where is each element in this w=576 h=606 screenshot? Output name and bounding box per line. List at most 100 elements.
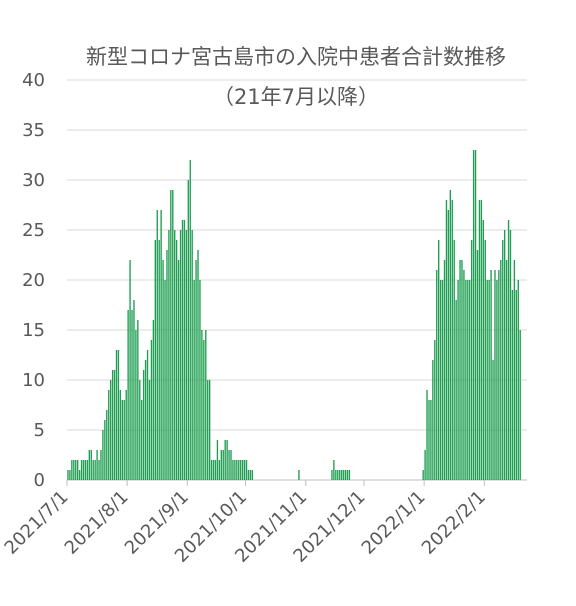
bar [98,460,100,480]
bar [455,300,457,480]
y-axis-tick-labels: 0 5 10 15 20 25 30 35 40 [22,70,45,491]
bar [135,330,137,480]
bar [439,280,442,480]
bar [113,370,116,480]
bar [102,430,104,480]
bar [78,470,81,480]
bar [245,460,248,480]
x-tick-label: 2022/2/1 [418,487,490,559]
bar [234,460,236,480]
y-tick-label: 35 [22,120,45,141]
bar [172,190,174,480]
bar [471,240,473,480]
bar [181,220,184,480]
bar [205,330,207,480]
bar [139,380,141,480]
bar [154,240,156,480]
bar [158,240,160,480]
bar [484,240,486,480]
bar [504,230,506,480]
bar [199,280,201,480]
bar [115,350,118,480]
bar [348,470,351,480]
bar [447,210,450,480]
x-tick-label: 2022/1/1 [358,487,430,559]
bar [434,340,436,480]
bar [222,450,224,480]
bar [463,270,465,480]
bar [461,260,463,480]
bar [127,310,129,480]
bar [137,320,139,480]
bar [69,470,71,480]
bar [445,200,448,480]
bar [453,240,455,480]
bar [216,440,219,480]
x-axis: 2021/7/12021/8/12021/9/12021/10/12021/11… [1,480,490,567]
bar [474,150,477,480]
bar [187,180,189,480]
bar [438,240,440,480]
bar [71,460,73,480]
bar [486,280,488,480]
bar [152,320,155,480]
chart-title: 新型コロナ宮古島市の入院中患者合計数推移 [86,45,506,69]
bar [121,400,123,480]
bar [185,230,188,480]
bar [208,380,211,480]
bar [430,400,432,480]
bar [201,330,203,480]
bar [67,470,69,480]
chart-subtitle: （21年7月以降） [213,85,379,109]
y-tick-label: 30 [22,170,45,191]
bar [507,220,510,480]
bar [515,290,518,480]
bar [500,260,502,480]
bar [92,460,94,480]
bar [160,210,162,480]
y-tick-label: 15 [22,320,45,341]
bar [168,230,170,480]
bar [482,220,485,480]
bar [174,230,176,480]
bar [509,230,512,480]
bar [214,460,217,480]
bar [226,440,228,480]
bar [144,360,147,480]
bar [88,450,90,480]
bar [238,460,240,480]
bar [249,470,252,480]
bar [100,450,102,480]
bar [94,460,96,480]
bar [346,470,349,480]
bar [469,280,471,480]
bar [177,260,180,480]
bar [331,470,333,480]
y-tick-label: 40 [22,70,45,91]
bar [207,380,209,480]
bar [108,390,110,480]
bar [298,470,300,480]
bar [203,340,205,480]
bar [472,150,475,480]
bar [517,280,519,480]
bar [111,370,114,480]
bar [432,360,434,480]
bar [195,260,197,480]
bar [86,460,89,480]
bar [344,470,347,480]
bar [228,450,230,480]
y-tick-label: 5 [34,420,45,441]
bar [436,270,438,480]
bar [125,390,127,480]
bar [478,200,481,480]
bar [230,450,232,480]
bar [241,460,244,480]
bar [82,460,85,480]
bar [141,400,143,480]
bar [505,260,508,480]
bar [170,190,172,480]
bar [179,230,182,480]
bar [123,400,125,480]
